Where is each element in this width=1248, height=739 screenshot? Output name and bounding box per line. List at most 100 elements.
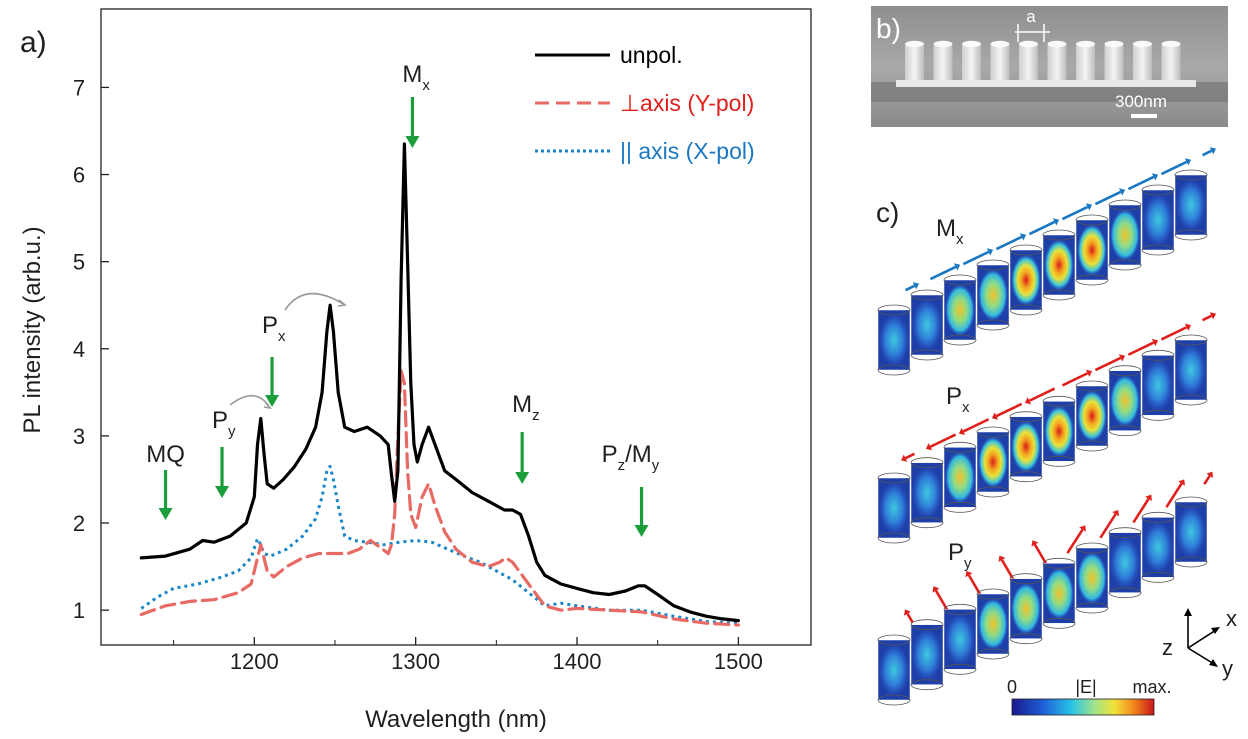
mode-pillar-bottom xyxy=(1009,633,1043,645)
sem-pillar-top xyxy=(990,40,1010,48)
mode-field-arrowhead xyxy=(1151,173,1159,181)
mode-pillar xyxy=(1174,312,1217,406)
mode-pillar-top xyxy=(1141,349,1175,361)
sem-pillar-top xyxy=(933,40,953,48)
panel-a-label: a) xyxy=(20,26,47,59)
mode-pillar-bottom xyxy=(976,319,1010,331)
mode-field-arrow xyxy=(1132,498,1150,524)
mode-pillar-bottom xyxy=(1141,244,1175,256)
mode-pillar-field xyxy=(1110,209,1140,261)
mode-pillar xyxy=(910,586,952,691)
mode-field-arrow xyxy=(962,418,990,433)
mode-field-arrowhead xyxy=(1052,218,1060,226)
sem-pillar xyxy=(1047,42,1067,86)
mode-pillar-field xyxy=(879,314,909,366)
mode-field-arrow xyxy=(1061,372,1089,387)
axes-triad: z x y xyxy=(1162,606,1237,681)
mode-pillar-bottom xyxy=(1042,455,1076,467)
legend: unpol. ⊥axis (Y-pol) || axis (X-pol) xyxy=(535,42,755,164)
mode-pillar-bottom xyxy=(1174,394,1208,406)
legend-label-ypol: ⊥axis (Y-pol) xyxy=(620,90,754,116)
x-tick-label: 1500 xyxy=(714,649,763,674)
sem-pillar-top xyxy=(962,40,981,48)
mode-field-arrowhead xyxy=(1079,525,1086,532)
mode-field-arrow xyxy=(1201,314,1213,322)
mode-field-arrow xyxy=(1094,190,1122,206)
marker-arrowhead xyxy=(405,136,420,148)
mode-pillar-field xyxy=(1176,506,1206,558)
mode-field-arrow xyxy=(1028,220,1056,236)
mode-pillar-bottom xyxy=(943,334,977,346)
mode-field-arrow xyxy=(962,250,990,266)
mode-field-arrow xyxy=(1160,160,1188,176)
marker-arrowhead xyxy=(215,486,230,498)
panel-b-label: b) xyxy=(876,13,901,44)
sem-pillar-top xyxy=(1104,40,1124,48)
mode-pillar-field xyxy=(1011,582,1041,635)
mode-field-arrow xyxy=(1160,326,1188,341)
panel-a-chart: a) 1 2 3 4 5 6 7 1200 1300 1400 1500 Wavelength (… xyxy=(19,8,812,733)
series-line-1 xyxy=(139,369,740,627)
x-tick-label: 1200 xyxy=(230,649,279,674)
mode-pillar-bottom xyxy=(1042,289,1076,301)
mode-pillar-field xyxy=(978,269,1008,321)
mode-field-arrowhead xyxy=(1118,354,1126,362)
panel-c-mode-profiles: c) Mx Px Py z x y 0 |E| max. xyxy=(876,147,1237,716)
marker-arrowhead xyxy=(515,472,530,484)
mode-field-arrowhead xyxy=(1151,338,1159,347)
shift-arrowhead-py xyxy=(263,402,272,410)
mode-pillar xyxy=(1075,354,1126,452)
mode-pillar xyxy=(1141,479,1185,583)
mode-pillar-top xyxy=(877,304,911,316)
series-layer xyxy=(139,142,740,627)
mode-pillar-top xyxy=(943,441,977,453)
mode-field-arrowhead xyxy=(998,555,1006,562)
mode-pillar xyxy=(877,609,914,706)
mode-field-arrowhead xyxy=(904,609,911,616)
marker-arrowhead xyxy=(158,508,173,520)
mode-pillar-top xyxy=(1174,169,1208,181)
mode-pillar xyxy=(1108,494,1152,599)
mode-field-arrowhead xyxy=(986,248,994,256)
mode-pillar-field xyxy=(1143,194,1173,246)
mode-pillar-field xyxy=(1143,359,1173,412)
sem-pillar xyxy=(990,42,1010,86)
mode-pillar xyxy=(943,248,994,346)
mode-pillar-bottom xyxy=(1075,274,1109,286)
mode-field-arrow xyxy=(1028,387,1056,402)
mode-pillar-field xyxy=(1011,254,1041,306)
mode-pillar xyxy=(1108,173,1159,271)
colorbar-max-label: max. xyxy=(1132,677,1171,697)
mode-pillar xyxy=(976,233,1027,331)
sem-pillar xyxy=(1161,42,1181,86)
sem-pillar-top xyxy=(1047,40,1067,48)
x-tick-label: 1300 xyxy=(391,649,440,674)
mode-pillar-field xyxy=(1011,420,1041,473)
mode-pillar-top xyxy=(1108,527,1142,539)
y-tick-label: 1 xyxy=(73,598,85,623)
mode-pillar-field xyxy=(1044,405,1074,458)
axis-y-label: y xyxy=(1222,656,1233,681)
mode-pillar-top xyxy=(1108,365,1142,377)
series-line-2 xyxy=(140,464,739,625)
mode-pillar-field xyxy=(1110,536,1140,589)
mode-field-arrow xyxy=(1094,356,1122,372)
mode-pillar-top xyxy=(1075,542,1109,554)
mode-field-arrowhead xyxy=(1031,540,1039,547)
sem-pillar-top xyxy=(1133,40,1152,48)
mode-field-arrow xyxy=(1203,475,1211,485)
mode-pillar xyxy=(1174,471,1214,568)
mode-field-arrowhead xyxy=(1206,471,1214,478)
mode-field-arrow xyxy=(929,433,957,448)
mode-field-arrow xyxy=(1127,175,1155,191)
mode-pillar xyxy=(877,452,916,544)
axis-x-label: x xyxy=(1226,606,1237,631)
mode-pillar xyxy=(877,282,920,376)
mode-pillar-field xyxy=(1044,567,1074,620)
sem-waveguide-base xyxy=(896,80,1196,87)
mode-pillar-top xyxy=(1009,573,1043,585)
marker-label: Pz/My xyxy=(602,441,660,474)
mode-pillar-bottom xyxy=(943,663,977,675)
sem-pillar xyxy=(905,42,924,86)
mode-pillar-top xyxy=(877,472,911,484)
